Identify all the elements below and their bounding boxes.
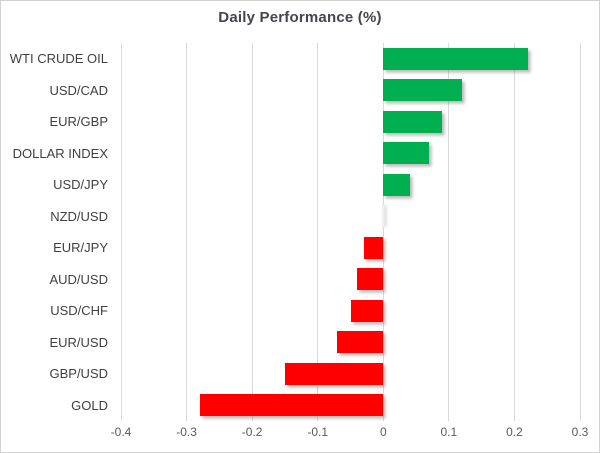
category-label-eur-gbp: EUR/GBP [49,114,108,129]
category-label-wti-crude-oil: WTI CRUDE OIL [9,51,108,66]
category-label-gold: GOLD [71,397,108,413]
category-label-nzd-usd: NZD/USD [50,208,108,224]
x-tick-label-0.3: 0.3 [571,425,589,439]
bar-eur-usd [337,331,384,354]
x-tick-label--0.2: -0.2 [241,425,263,439]
bar-usd-cad [383,79,462,102]
x-tick-label--0.4: -0.4 [110,425,132,439]
bar-eur-jpy [363,236,384,259]
x-tick-label-0: 0 [379,425,387,439]
gridline--0.4 [120,43,122,421]
category-label-dollar-index: DOLLAR INDEX [12,145,108,161]
bar-usd-chf [350,299,384,322]
chart-title: Daily Performance (%) [218,9,382,26]
category-axis-labels: WTI CRUDE OIL USD/CAD EUR/GBP DOLLAR INDEX U… [1,43,108,421]
value-axis-tick-labels: -0.4 -0.3 -0.2 -0.1 0 0.1 0.2 0.3 [1,425,599,441]
category-label-eur-jpy: EUR/JPY [53,240,108,255]
bar-dollar-index [383,142,430,165]
bar-gold [199,394,384,417]
category-label-usd-jpy: USD/JPY [53,177,108,192]
category-label-gbp-usd: GBP/USD [49,366,108,381]
bar-nzd-usd [382,205,385,228]
gridline-0.3 [579,43,581,421]
bar-wti-crude-oil [383,47,528,70]
x-tick-label-0.2: 0.2 [506,425,523,439]
category-label-eur-usd: EUR/USD [49,334,108,350]
x-tick-label-0.1: 0.1 [440,425,458,439]
bar-gbp-usd [284,362,384,385]
x-tick-label--0.3: -0.3 [176,425,197,439]
bar-eur-gbp [383,110,443,133]
bar-aud-usd [357,268,384,291]
bar-usd-jpy [383,173,410,196]
category-label-aud-usd: AUD/USD [49,271,108,287]
gridline--0.3 [186,43,188,421]
x-tick-label--0.1: -0.1 [307,425,329,439]
plot-area [120,43,581,421]
category-label-usd-cad: USD/CAD [49,82,108,98]
gridline--0.2 [251,43,253,421]
category-label-usd-chf: USD/CHF [50,303,108,318]
gridline-0.2 [513,43,515,421]
